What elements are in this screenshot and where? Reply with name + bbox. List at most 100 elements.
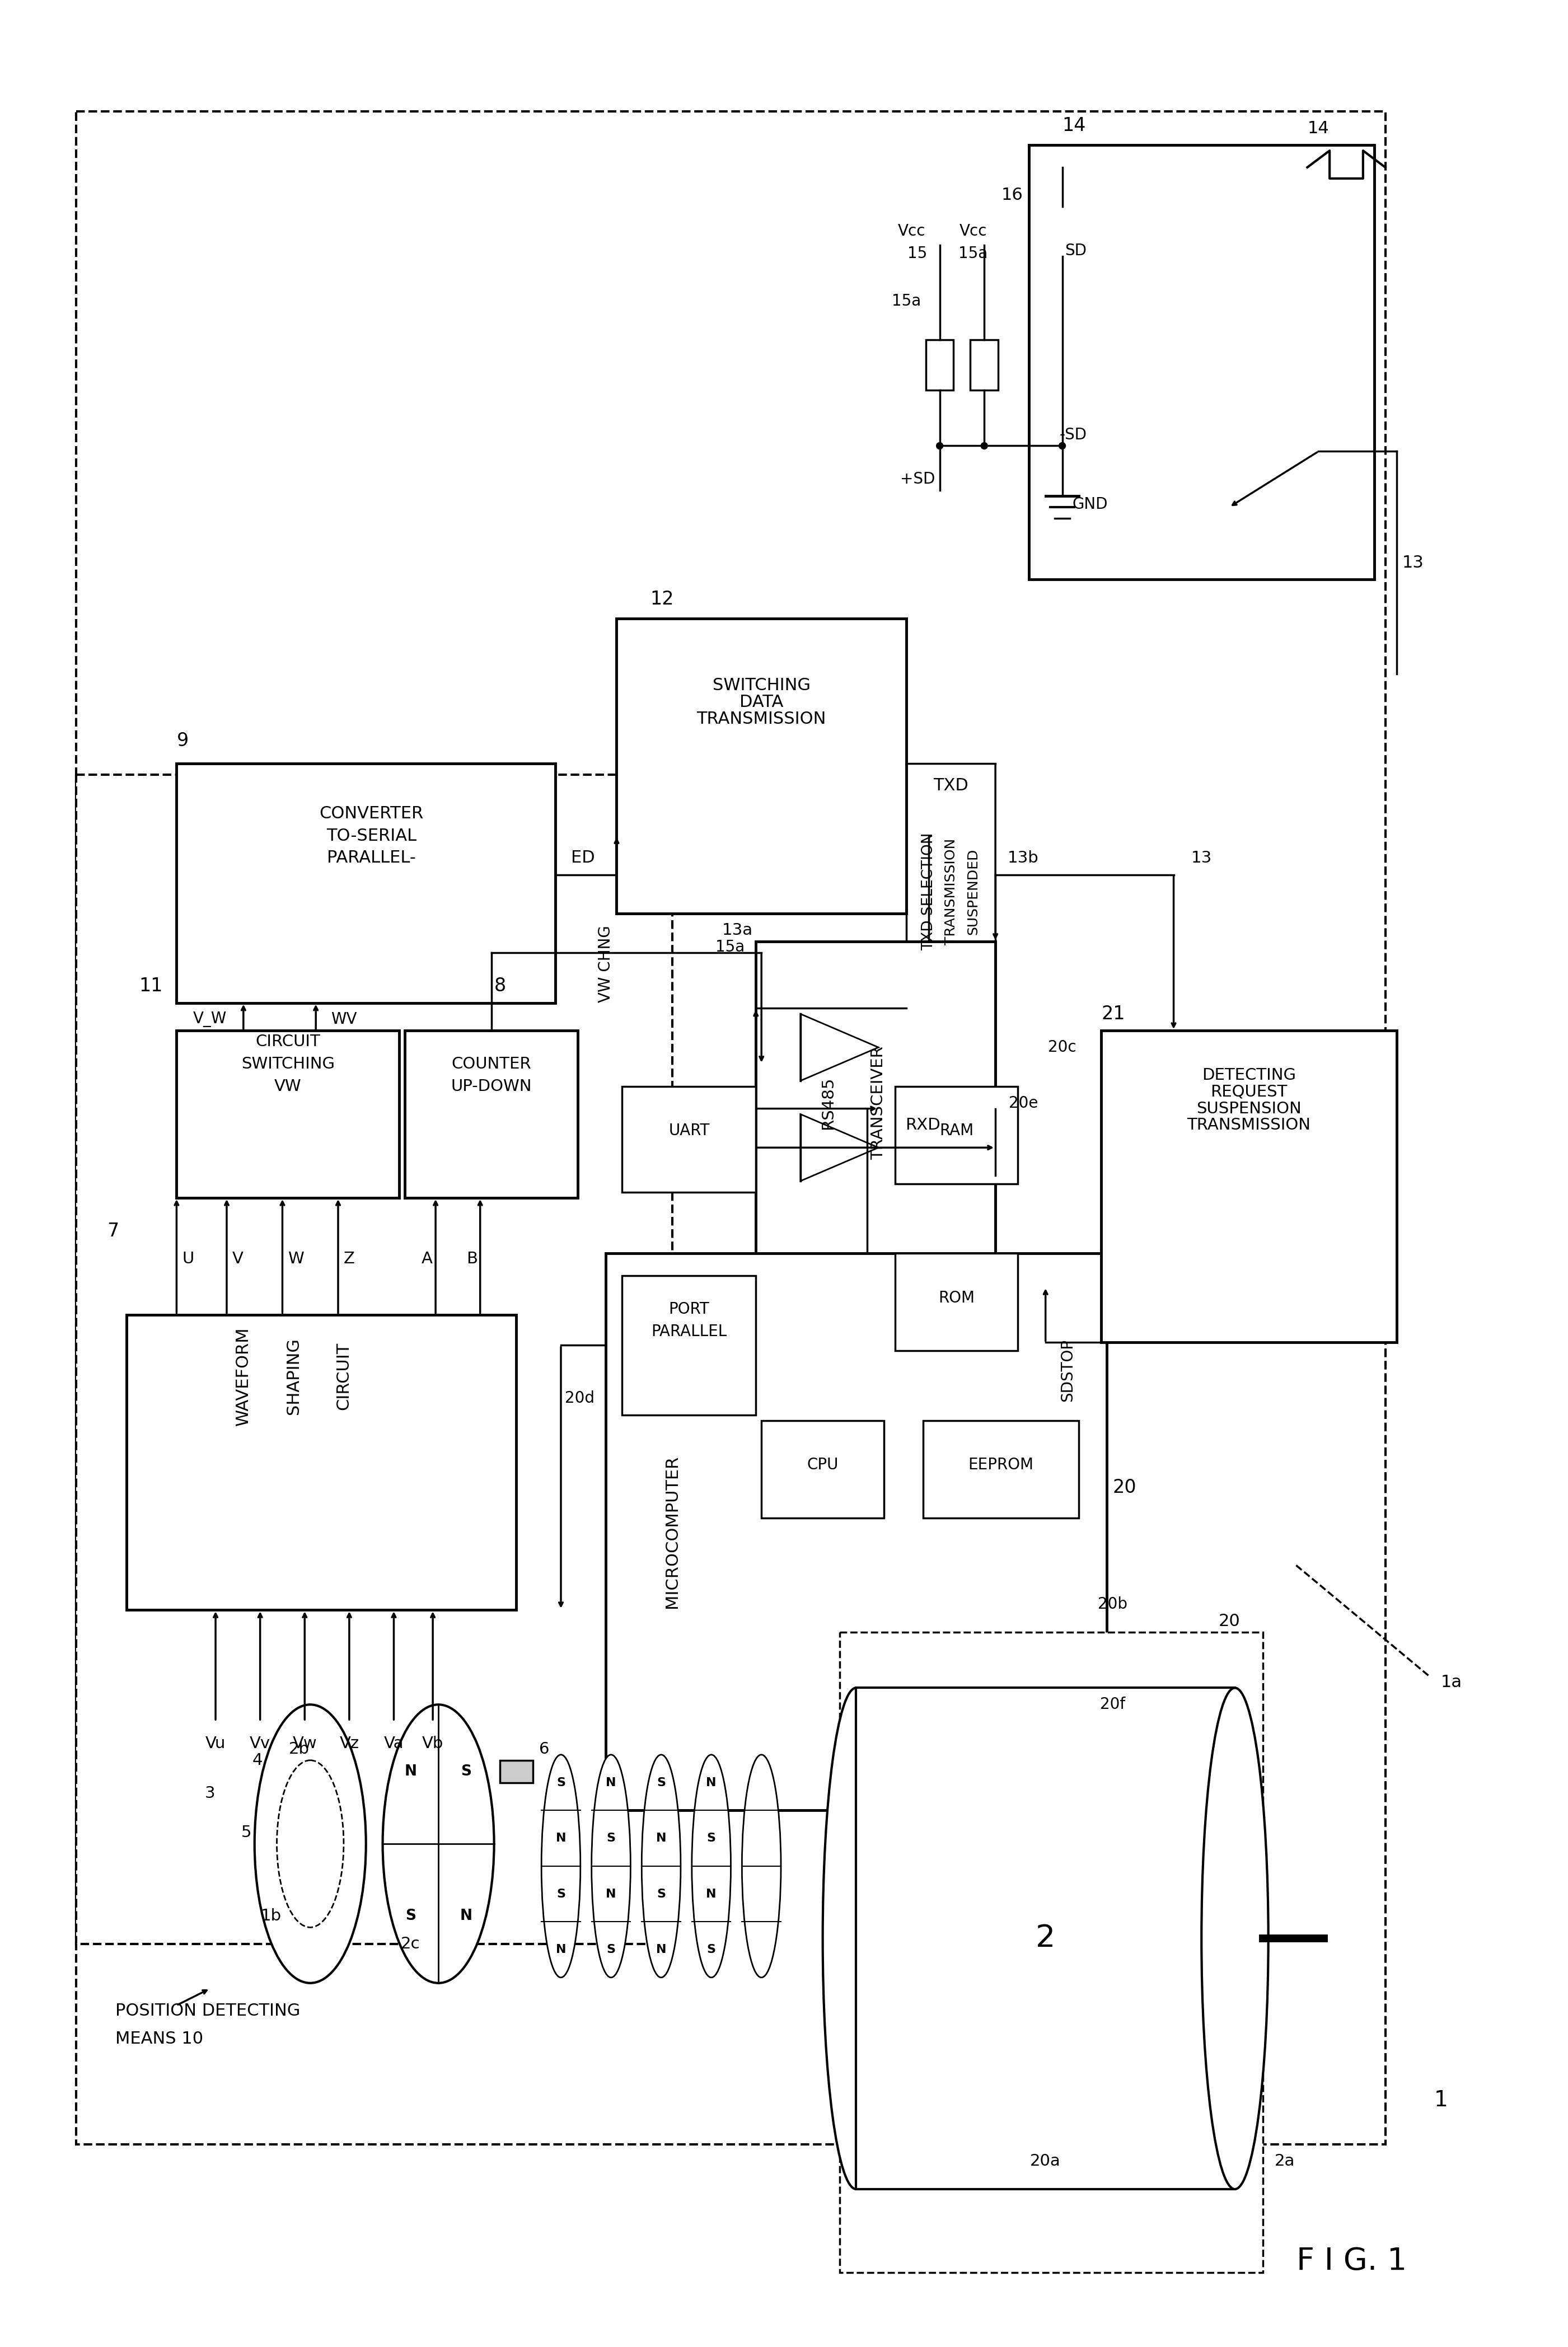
- Text: 15: 15: [908, 246, 927, 261]
- Text: UART: UART: [668, 1124, 710, 1138]
- Text: U: U: [182, 1251, 194, 1267]
- Text: TXD SELECTION: TXD SELECTION: [922, 833, 936, 951]
- Bar: [762, 1420, 884, 1519]
- Text: PARALLEL-: PARALLEL-: [328, 850, 416, 866]
- Text: PARALLEL: PARALLEL: [651, 1324, 728, 1340]
- Text: VW: VW: [274, 1080, 301, 1094]
- Bar: [971, 340, 999, 390]
- Text: N: N: [706, 1777, 717, 1788]
- Text: 20: 20: [1112, 1479, 1137, 1497]
- Text: SUSPENDED: SUSPENDED: [966, 847, 980, 934]
- Text: 13a: 13a: [723, 922, 753, 939]
- Text: 3: 3: [205, 1786, 215, 1802]
- Text: 7: 7: [107, 1223, 119, 1239]
- Ellipse shape: [278, 1760, 343, 1927]
- Text: 14: 14: [1308, 120, 1330, 136]
- Text: TRANSMISSION: TRANSMISSION: [944, 838, 958, 943]
- Text: 2a: 2a: [1275, 2155, 1295, 2169]
- Bar: [127, 1314, 516, 1610]
- Text: TRANSMISSION: TRANSMISSION: [1187, 1117, 1311, 1134]
- Text: ROM: ROM: [938, 1291, 975, 1305]
- Text: A: A: [422, 1251, 433, 1267]
- Bar: [616, 620, 906, 913]
- Text: GND: GND: [1073, 498, 1109, 512]
- Text: 15a: 15a: [958, 246, 988, 261]
- Text: 15a: 15a: [715, 939, 745, 955]
- Text: MEANS 10: MEANS 10: [116, 2030, 204, 2047]
- Ellipse shape: [1201, 1687, 1269, 2190]
- Text: S: S: [557, 1889, 566, 1899]
- Ellipse shape: [591, 1756, 630, 1979]
- Text: 20: 20: [1218, 1612, 1240, 1629]
- Bar: [895, 1253, 1018, 1352]
- Bar: [605, 1253, 1107, 1810]
- Bar: [177, 763, 555, 1002]
- Text: -SD: -SD: [1060, 427, 1087, 444]
- Text: Va: Va: [384, 1737, 403, 1751]
- Text: +SD: +SD: [900, 472, 935, 488]
- Bar: [895, 1087, 1018, 1183]
- Text: S: S: [405, 1908, 416, 1925]
- Text: REQUEST: REQUEST: [1210, 1084, 1287, 1101]
- Text: 11: 11: [140, 976, 163, 995]
- Text: S: S: [607, 1833, 616, 1845]
- Bar: [622, 1087, 756, 1192]
- Text: 20c: 20c: [1047, 1040, 1076, 1056]
- Bar: [622, 1277, 756, 1415]
- Text: N: N: [555, 1943, 566, 1955]
- Text: WAVEFORM: WAVEFORM: [235, 1326, 251, 1425]
- Bar: [405, 1030, 577, 1197]
- Text: DATA: DATA: [740, 695, 784, 711]
- Text: 20f: 20f: [1099, 1697, 1124, 1713]
- Text: N: N: [405, 1765, 417, 1779]
- Text: 1: 1: [1435, 2089, 1447, 2110]
- Text: S: S: [461, 1765, 472, 1779]
- Text: SUSPENSION: SUSPENSION: [1196, 1101, 1301, 1117]
- Text: MICROCOMPUTER: MICROCOMPUTER: [665, 1455, 681, 1608]
- Text: Vb: Vb: [422, 1737, 444, 1751]
- Text: WV: WV: [331, 1012, 356, 1028]
- Text: 20e: 20e: [1008, 1096, 1038, 1110]
- Text: 20b: 20b: [1098, 1596, 1127, 1612]
- Text: 13b: 13b: [1008, 850, 1040, 866]
- Bar: [924, 1420, 1079, 1519]
- Text: 12: 12: [651, 589, 674, 608]
- Text: COUNTER: COUNTER: [452, 1056, 532, 1073]
- Text: CPU: CPU: [808, 1457, 839, 1474]
- Bar: [77, 113, 1385, 2145]
- Text: CIRCUIT: CIRCUIT: [336, 1342, 351, 1411]
- Text: SDSTOP: SDSTOP: [1060, 1340, 1076, 1401]
- Bar: [77, 775, 673, 1943]
- Text: VW CHNG: VW CHNG: [597, 925, 613, 1002]
- Ellipse shape: [742, 1756, 781, 1979]
- Text: 20a: 20a: [1030, 2155, 1062, 2169]
- Ellipse shape: [691, 1756, 731, 1979]
- Text: N: N: [706, 1889, 717, 1899]
- Text: V: V: [232, 1251, 243, 1267]
- Text: 8: 8: [494, 976, 506, 995]
- Ellipse shape: [541, 1756, 580, 1979]
- Text: 15a: 15a: [892, 293, 920, 310]
- Text: DETECTING: DETECTING: [1201, 1068, 1295, 1082]
- Bar: [839, 1631, 1262, 2272]
- Text: 16: 16: [1002, 188, 1022, 204]
- Text: TO-SERIAL: TO-SERIAL: [326, 828, 417, 845]
- Text: W: W: [289, 1251, 304, 1267]
- Bar: [925, 340, 953, 390]
- Text: S: S: [707, 1943, 715, 1955]
- Circle shape: [1058, 444, 1066, 448]
- Text: 6: 6: [539, 1741, 549, 1758]
- Text: 2b: 2b: [289, 1741, 309, 1758]
- Text: N: N: [605, 1889, 616, 1899]
- Text: Vw: Vw: [293, 1737, 317, 1751]
- Text: S: S: [557, 1777, 566, 1788]
- Bar: [500, 1760, 533, 1781]
- Text: N: N: [555, 1833, 566, 1845]
- Text: 21: 21: [1101, 1005, 1126, 1023]
- Text: N: N: [655, 1833, 666, 1845]
- Text: N: N: [605, 1777, 616, 1788]
- Text: 13: 13: [1192, 850, 1212, 866]
- Text: TRANSMISSION: TRANSMISSION: [696, 711, 826, 728]
- Text: EEPROM: EEPROM: [967, 1457, 1033, 1474]
- Text: 2c: 2c: [401, 1936, 420, 1953]
